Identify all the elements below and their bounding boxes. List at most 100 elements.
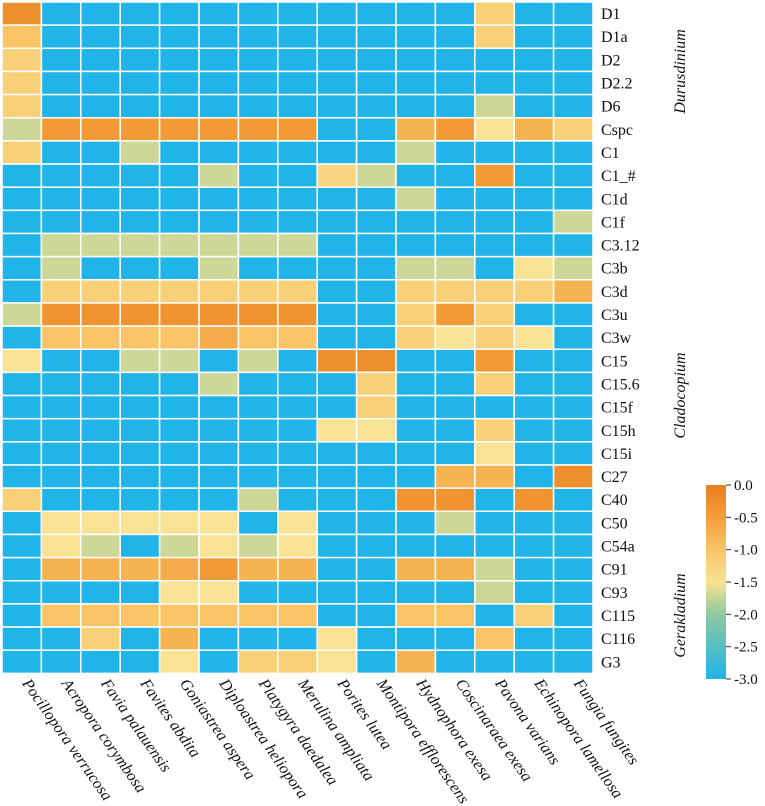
heatmap-cell	[395, 140, 437, 165]
heatmap-cell	[1, 70, 43, 96]
heatmap-cell	[80, 325, 121, 351]
heatmap-cell	[1, 348, 43, 374]
heatmap-cell	[277, 603, 318, 628]
heatmap-cell	[513, 279, 555, 304]
heatmap-cell	[513, 464, 555, 489]
row-label: C3b	[601, 261, 628, 278]
heatmap-cell	[434, 417, 476, 443]
heatmap-cell	[355, 394, 397, 420]
heatmap-cell	[198, 1, 240, 26]
heatmap-cell	[552, 24, 594, 50]
heatmap-cell	[277, 163, 318, 188]
heatmap-cell	[119, 70, 161, 96]
row-label: C15h	[601, 423, 636, 440]
heatmap-cell	[395, 47, 437, 73]
heatmap-cell	[40, 487, 82, 513]
heatmap-cell	[80, 603, 121, 628]
heatmap-cell	[552, 117, 594, 142]
heatmap-cell	[316, 626, 358, 651]
heatmap-cell	[513, 325, 555, 351]
heatmap-cell	[395, 464, 437, 489]
row-labels: D1 D1a D2 D2.2 D6 Cspc C1 C1_# C1d C1f C3.12 C3b C3d…	[601, 6, 640, 671]
heatmap-cell	[119, 255, 161, 281]
heatmap-cell	[355, 140, 397, 165]
heatmap-cell	[434, 510, 476, 536]
heatmap-cell	[237, 209, 279, 235]
heatmap-cell	[552, 580, 594, 605]
heatmap-cell	[474, 255, 515, 281]
heatmap-cell	[80, 163, 121, 188]
heatmap-cell	[80, 626, 121, 651]
heatmap-cell	[80, 348, 121, 374]
heatmap-cell	[158, 47, 200, 73]
heatmap-cell	[40, 394, 82, 420]
heatmap-cell	[237, 93, 279, 119]
heatmap-cell	[40, 47, 82, 73]
heatmap-cell	[1, 580, 43, 605]
heatmap-cell	[80, 441, 121, 466]
heatmap-cell	[158, 1, 200, 26]
heatmap-cell	[355, 117, 397, 142]
heatmap-cell	[40, 163, 82, 188]
group-label: Durusdinium	[672, 29, 689, 114]
heatmap-cell	[119, 580, 161, 605]
heatmap-cell	[198, 603, 240, 628]
heatmap-cell	[277, 626, 318, 651]
heatmap-cell	[316, 140, 358, 165]
heatmap-cell	[355, 626, 397, 651]
heatmap-cell	[158, 348, 200, 374]
colorbar-gradient	[706, 485, 726, 679]
heatmap-cell	[474, 186, 515, 212]
heatmap-cell	[1, 464, 43, 489]
row-label: C1d	[601, 191, 628, 208]
heatmap-cell	[316, 70, 358, 96]
heatmap-cell	[119, 533, 161, 559]
row-label: C91	[601, 562, 628, 579]
heatmap-cell	[119, 117, 161, 142]
heatmap-cell	[552, 464, 594, 489]
heatmap-cell	[474, 279, 515, 304]
heatmap-cell	[277, 441, 318, 466]
heatmap-cell	[158, 441, 200, 466]
heatmap-cell	[395, 487, 437, 513]
heatmap-cell	[158, 487, 200, 513]
colorbar: 0.0 -0.5 -1.0 -1.5 -2.0 -2.5 -3.0	[706, 478, 758, 688]
heatmap-cell	[80, 580, 121, 605]
heatmap-cell	[40, 626, 82, 651]
heatmap-cell	[277, 371, 318, 397]
heatmap-cell	[513, 348, 555, 374]
heatmap-cell	[474, 24, 515, 50]
heatmap-cell	[434, 24, 476, 50]
heatmap-cell	[474, 510, 515, 536]
heatmap-cell	[513, 371, 555, 397]
heatmap-cell	[1, 279, 43, 304]
heatmap-cell	[40, 603, 82, 628]
heatmap-cell	[80, 117, 121, 142]
heatmap-cell	[237, 580, 279, 605]
column-label: Favia palauensis	[97, 675, 174, 775]
heatmap-cell	[395, 371, 437, 397]
heatmap-cell	[40, 209, 82, 235]
heatmap-cell	[237, 1, 279, 26]
heatmap-cell	[277, 580, 318, 605]
heatmap-cell	[119, 603, 161, 628]
heatmap-cell	[119, 209, 161, 235]
heatmap-cell	[198, 140, 240, 165]
heatmap-cell	[158, 464, 200, 489]
heatmap-cell	[355, 603, 397, 628]
heatmap-cell	[513, 302, 555, 327]
row-label: C1	[601, 145, 620, 162]
heatmap-cell	[40, 441, 82, 466]
heatmap-cell	[40, 580, 82, 605]
heatmap-cell	[80, 140, 121, 165]
heatmap-cell	[277, 209, 318, 235]
heatmap-cell	[277, 464, 318, 489]
heatmap-cell	[119, 556, 161, 582]
heatmap-cell	[237, 487, 279, 513]
colorbar-tick-label: -1.5	[734, 575, 758, 591]
heatmap-cell	[434, 209, 476, 235]
heatmap-cell	[119, 649, 161, 675]
heatmap-cell	[198, 70, 240, 96]
heatmap-cell	[40, 140, 82, 165]
